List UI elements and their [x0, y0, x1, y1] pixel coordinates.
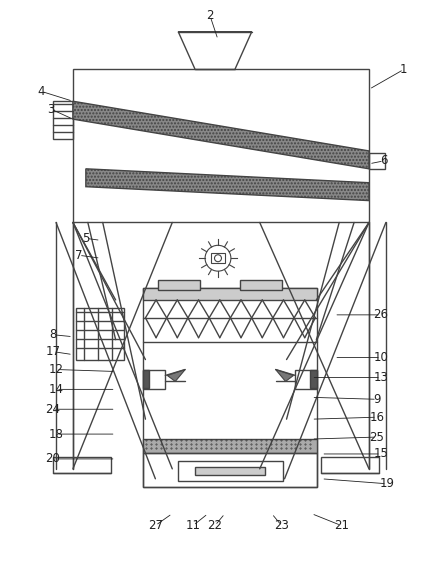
Text: 23: 23 — [273, 519, 289, 532]
Bar — [368, 153, 384, 169]
Text: 8: 8 — [49, 328, 57, 341]
Text: 17: 17 — [46, 345, 60, 358]
Bar — [295, 370, 316, 389]
Polygon shape — [178, 32, 251, 70]
Text: 22: 22 — [207, 519, 222, 532]
Text: 3: 3 — [47, 103, 55, 115]
Bar — [53, 101, 73, 139]
Bar — [143, 453, 316, 487]
Bar — [195, 467, 264, 475]
Bar — [53, 457, 111, 473]
Text: 7: 7 — [75, 248, 83, 262]
Bar — [158, 280, 200, 290]
Bar — [143, 288, 316, 300]
Text: 21: 21 — [333, 519, 348, 532]
Text: 24: 24 — [46, 403, 60, 415]
Polygon shape — [86, 169, 368, 200]
Bar — [321, 457, 378, 473]
Text: 26: 26 — [372, 308, 387, 321]
Bar — [178, 461, 282, 481]
Text: 19: 19 — [378, 477, 393, 490]
Text: 9: 9 — [372, 393, 380, 406]
Text: 4: 4 — [37, 85, 45, 98]
Bar — [143, 370, 165, 389]
Text: 16: 16 — [369, 411, 384, 424]
Text: 11: 11 — [185, 519, 200, 532]
Text: 12: 12 — [49, 363, 63, 376]
Bar — [143, 288, 316, 487]
Bar — [143, 439, 316, 453]
Text: 2: 2 — [206, 9, 213, 22]
Text: 15: 15 — [373, 448, 387, 461]
Polygon shape — [275, 370, 293, 381]
Bar — [310, 370, 316, 389]
Bar — [211, 253, 224, 263]
Text: 18: 18 — [49, 428, 63, 441]
Bar — [73, 70, 368, 223]
Text: 1: 1 — [399, 63, 407, 76]
Bar — [76, 308, 123, 360]
Bar — [143, 370, 149, 389]
Text: 20: 20 — [46, 452, 60, 465]
Text: 6: 6 — [379, 154, 387, 168]
Text: 10: 10 — [373, 351, 387, 364]
Text: 5: 5 — [82, 232, 89, 245]
Text: 27: 27 — [147, 519, 163, 532]
Text: 25: 25 — [369, 431, 384, 444]
Polygon shape — [73, 101, 368, 169]
Text: 13: 13 — [373, 371, 387, 384]
Text: 14: 14 — [49, 383, 63, 396]
Bar — [239, 280, 281, 290]
Polygon shape — [167, 370, 185, 381]
